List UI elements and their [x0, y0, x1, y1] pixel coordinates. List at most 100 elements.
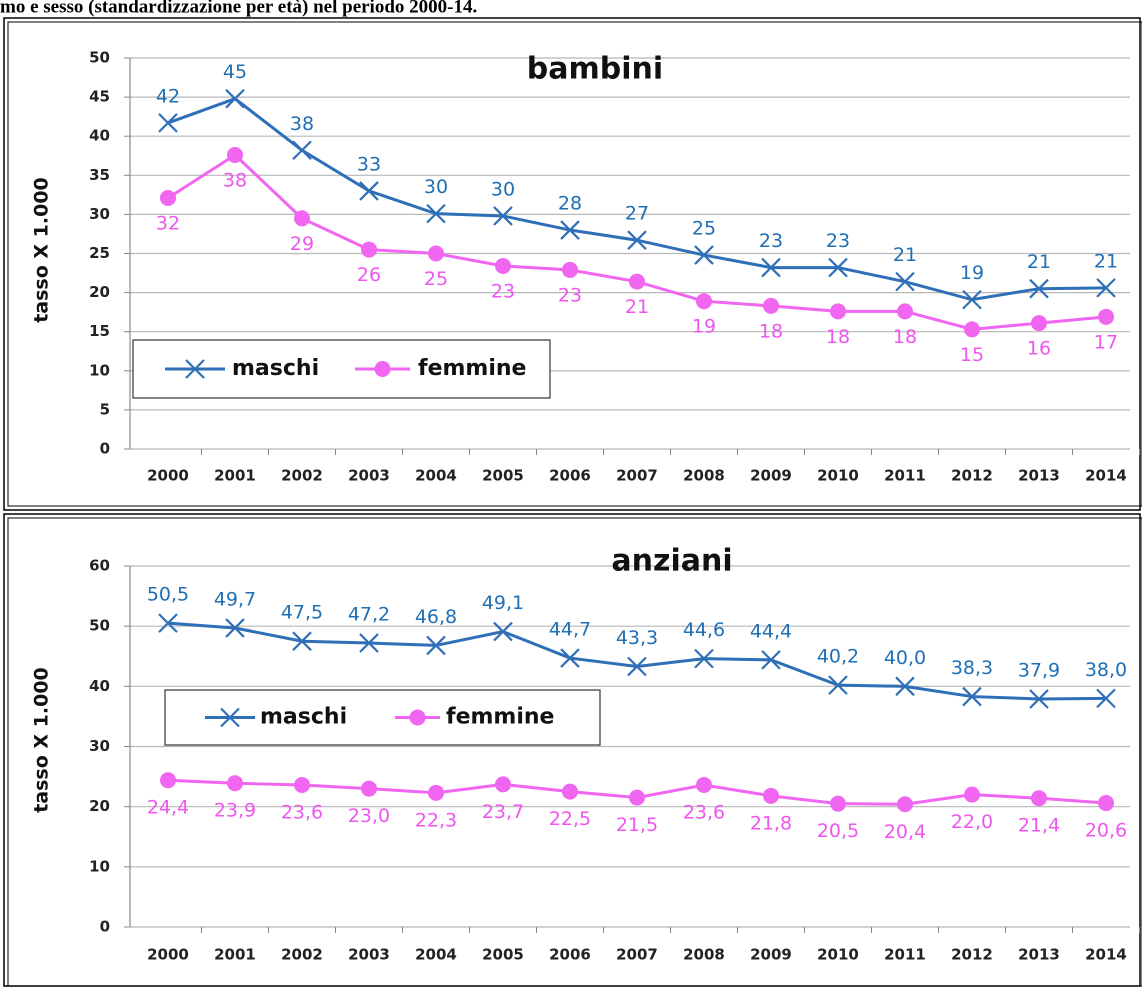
y-tick-label: 20	[89, 283, 110, 301]
value-label: 19	[960, 262, 984, 284]
x-tick-label: 2011	[884, 946, 926, 964]
marker	[964, 786, 980, 803]
marker	[374, 361, 391, 377]
value-label: 49,7	[214, 588, 256, 610]
value-label: 25	[424, 268, 448, 290]
marker	[361, 241, 377, 258]
value-label: 33	[357, 153, 381, 175]
marker-cross	[895, 271, 915, 292]
value-label: 21	[1027, 251, 1051, 273]
marker-cross	[962, 686, 982, 707]
frame-inner	[7, 21, 1142, 507]
marker	[495, 776, 511, 793]
marker-cross	[292, 140, 312, 161]
value-label: 23,6	[281, 802, 323, 824]
value-label: 46,8	[415, 606, 457, 628]
frame-inner	[7, 517, 1142, 987]
value-label: 24,4	[147, 797, 189, 819]
marker	[830, 795, 846, 812]
value-label: 29	[290, 233, 314, 255]
marker	[359, 181, 379, 201]
y-tick-label: 60	[89, 557, 110, 575]
marker-cross	[292, 631, 312, 651]
value-label: 21	[1094, 250, 1118, 272]
y-tick-label: 50	[89, 49, 110, 67]
y-tick-label: 25	[89, 244, 110, 262]
value-label: 40,0	[884, 647, 926, 669]
x-tick-label: 2007	[616, 946, 658, 964]
y-tick-label: 50	[89, 617, 110, 635]
x-tick-label: 2000	[147, 946, 189, 964]
y-tick-label: 30	[89, 737, 110, 755]
y-tick-label: 0	[100, 918, 110, 936]
marker	[1031, 790, 1047, 807]
marker	[696, 777, 712, 794]
y-axis-title: tasso X 1.000	[31, 667, 53, 813]
marker	[696, 293, 712, 310]
value-label: 23,7	[482, 801, 524, 823]
legend-label: femmine	[418, 356, 526, 381]
x-tick-label: 2012	[951, 467, 993, 485]
value-label: 21,5	[616, 814, 658, 836]
value-label: 21	[893, 244, 917, 266]
y-tick-label: 5	[100, 400, 110, 418]
marker	[225, 618, 245, 638]
marker	[1029, 278, 1049, 299]
marker	[1098, 308, 1114, 325]
y-tick-label: 10	[89, 857, 110, 875]
marker	[828, 257, 848, 278]
marker	[964, 321, 980, 338]
marker	[897, 796, 913, 813]
marker	[962, 289, 982, 310]
value-label: 23	[759, 230, 783, 252]
marker	[1096, 278, 1116, 298]
x-tick-label: 2003	[348, 946, 390, 964]
marker-cross	[1029, 278, 1049, 299]
marker	[493, 206, 513, 226]
marker-cross	[761, 257, 781, 278]
value-label: 44,6	[683, 619, 725, 641]
marker	[629, 273, 645, 290]
value-label: 23	[558, 284, 582, 306]
x-tick-label: 2010	[817, 467, 859, 485]
marker	[426, 203, 446, 224]
x-tick-label: 2000	[147, 467, 189, 485]
x-tick-label: 2005	[482, 946, 524, 964]
marker	[158, 113, 178, 133]
y-tick-label: 15	[89, 322, 110, 340]
marker	[895, 676, 915, 697]
x-tick-label: 2007	[616, 467, 658, 485]
marker-cross	[560, 220, 580, 240]
marker	[830, 303, 846, 320]
marker	[160, 189, 176, 206]
marker	[562, 261, 578, 278]
marker	[761, 257, 781, 278]
value-label: 22,5	[549, 808, 591, 830]
marker	[160, 772, 176, 789]
marker	[1098, 795, 1114, 812]
y-tick-label: 45	[89, 88, 110, 106]
value-label: 43,3	[616, 627, 658, 649]
marker	[495, 258, 511, 275]
y-tick-label: 0	[100, 440, 110, 458]
value-label: 40,2	[817, 646, 859, 668]
legend-label: maschi	[232, 356, 319, 381]
value-label: 18	[893, 326, 917, 348]
value-label: 21,8	[750, 812, 792, 834]
value-label: 15	[960, 344, 984, 366]
marker	[493, 621, 513, 642]
marker-cross	[426, 635, 446, 656]
y-tick-label: 40	[89, 127, 110, 145]
marker-cross	[560, 648, 580, 668]
marker	[897, 303, 913, 320]
marker-cross	[828, 675, 848, 695]
x-tick-label: 2011	[884, 467, 926, 485]
x-tick-label: 2002	[281, 467, 323, 485]
x-tick-label: 2009	[750, 946, 792, 964]
marker	[359, 633, 379, 653]
legend-label: maschi	[260, 705, 347, 730]
marker-cross	[158, 613, 178, 633]
value-label: 47,5	[281, 602, 323, 624]
marker	[225, 88, 245, 109]
